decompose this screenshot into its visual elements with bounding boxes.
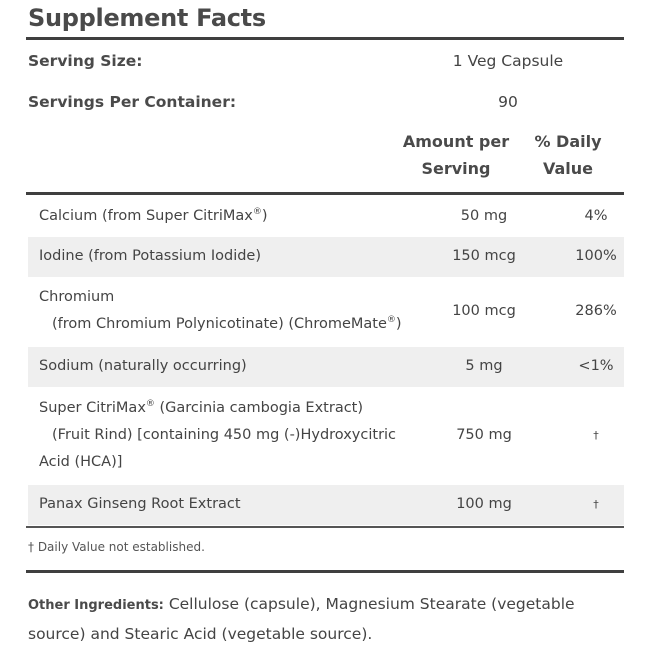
nutrient-row-iodine: Iodine (from Potassium Iodide) 150 mcg 1… bbox=[28, 237, 624, 277]
panel-title: Supplement Facts bbox=[28, 4, 266, 32]
servings-per-container-row: Servings Per Container: 90 bbox=[28, 87, 624, 117]
nutrient-dv: 100% bbox=[575, 248, 617, 264]
daily-value-header: % Daily Value bbox=[528, 128, 608, 188]
nutrient-name: Sodium (naturally occurring) bbox=[39, 358, 247, 374]
nutrient-name: Panax Ginseng Root Extract bbox=[39, 496, 241, 512]
header-divider bbox=[26, 192, 624, 195]
dv-header-line2: Value bbox=[542, 159, 594, 178]
nutrient-name: Chromium (from Chromium Polynicotinate) … bbox=[39, 289, 402, 332]
servings-per-container-value: 90 bbox=[498, 93, 518, 111]
other-ingredients-text: Cellulose (capsule), Magnesium Stearate … bbox=[28, 595, 575, 643]
other-ingredients: Other Ingredients: Cellulose (capsule), … bbox=[28, 590, 624, 648]
nutrient-dv: † bbox=[593, 429, 599, 442]
nutrient-row-calcium: Calcium (from Super CitriMax®) 50 mg 4% bbox=[28, 197, 624, 237]
dv-footnote: † Daily Value not established. bbox=[28, 540, 205, 554]
nutrient-name: Calcium (from Super CitriMax®) bbox=[39, 207, 268, 225]
serving-size-row: Serving Size: 1 Veg Capsule bbox=[28, 46, 624, 76]
nutrient-amount: 50 mg bbox=[460, 208, 508, 224]
servings-per-container-label: Servings Per Container: bbox=[28, 93, 237, 111]
dv-header-line1: % Daily bbox=[534, 132, 602, 151]
serving-size-label: Serving Size: bbox=[28, 52, 143, 70]
footnote-divider bbox=[26, 570, 624, 573]
nutrient-dv: 4% bbox=[584, 208, 608, 224]
nutrient-amount: 150 mcg bbox=[452, 248, 516, 264]
nutrient-amount: 100 mcg bbox=[452, 303, 516, 319]
amount-header-line1: Amount per bbox=[402, 132, 510, 151]
nutrient-dv: 286% bbox=[575, 303, 617, 319]
nutrient-name: Iodine (from Potassium Iodide) bbox=[39, 248, 262, 264]
nutrient-amount: 100 mg bbox=[456, 496, 512, 512]
nutrient-amount: 750 mg bbox=[456, 427, 512, 443]
nutrient-name: Super CitriMax® (Garcinia cambogia Extra… bbox=[39, 399, 397, 471]
nutrient-amount: 5 mg bbox=[465, 358, 503, 374]
nutrient-dv: <1% bbox=[578, 358, 614, 374]
amount-per-serving-header: Amount per Serving bbox=[400, 128, 512, 188]
amount-header-line2: Serving bbox=[421, 159, 491, 178]
title-divider bbox=[26, 37, 624, 40]
nutrient-dv: † bbox=[593, 498, 599, 511]
nutrient-row-panax-ginseng: Panax Ginseng Root Extract 100 mg † bbox=[28, 485, 624, 525]
other-ingredients-label: Other Ingredients: bbox=[28, 598, 164, 613]
nutrient-row-chromium: Chromium (from Chromium Polynicotinate) … bbox=[28, 277, 624, 347]
table-bottom-divider bbox=[26, 526, 624, 528]
nutrient-row-sodium: Sodium (naturally occurring) 5 mg <1% bbox=[28, 347, 624, 387]
serving-size-value: 1 Veg Capsule bbox=[452, 52, 564, 70]
nutrient-row-super-citrimax: Super CitriMax® (Garcinia cambogia Extra… bbox=[28, 387, 624, 485]
